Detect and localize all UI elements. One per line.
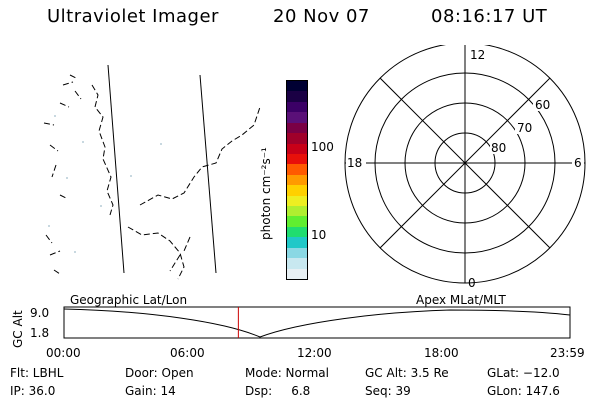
colorbar-tick-10: 10: [311, 228, 327, 242]
time-tick-2359: 23:59: [550, 346, 585, 360]
colorbar-swatch: [287, 226, 307, 238]
colorbar-swatch: [287, 91, 307, 102]
colorbar-swatch: [287, 268, 307, 280]
date-label: 20 Nov 07: [273, 6, 370, 27]
time-tick-0000: 00:00: [46, 346, 81, 360]
time-tick-1800: 18:00: [424, 346, 459, 360]
mlt-label-12: 12: [470, 48, 485, 62]
apex-panel-label: Apex MLat/MLT: [416, 293, 506, 307]
time-tick-1200: 12:00: [297, 346, 332, 360]
altitude-ylabel: GC Alt: [11, 310, 25, 348]
colorbar-swatch: [287, 174, 307, 186]
colorbar-swatch: [287, 164, 307, 175]
polar-diagonal-2: [379, 77, 551, 249]
geo-panel-label: Geographic Lat/Lon: [70, 293, 188, 307]
glat-info: GLat: −12.0: [487, 366, 560, 380]
time-tick-0600: 06:00: [170, 346, 205, 360]
geographic-image-panel: [43, 64, 261, 280]
mlt-label-6: 6: [574, 156, 582, 170]
ip-info: IP: 36.0: [10, 384, 56, 398]
gc-alt-info: GC Alt: 3.5 Re: [365, 366, 449, 380]
altitude-ytick-9: 9.0: [30, 306, 49, 320]
mlat-label-70: 70: [517, 121, 532, 135]
colorbar-swatch: [287, 81, 307, 92]
colorbar-unit-label: photon cm⁻²s⁻¹: [259, 147, 273, 240]
colorbar-swatch: [287, 237, 307, 248]
altitude-ytick-1.8: 1.8: [30, 326, 49, 340]
colorbar-swatch: [287, 101, 307, 113]
mlat-label-60: 60: [535, 98, 550, 112]
colorbar-swatch: [287, 258, 307, 269]
dsp-info: Dsp: 6.8: [245, 384, 311, 398]
colorbar-swatch: [287, 247, 307, 259]
mode-info: Mode: Normal: [245, 366, 329, 380]
polar-mlat-mlt-plot: 12 0 18 6 60 70 80: [344, 45, 586, 290]
noise-speckles: [48, 115, 162, 253]
seq-info: Seq: 39: [365, 384, 411, 398]
color-scale-bar: [286, 80, 308, 280]
glon-info: GLon: 147.6: [487, 384, 560, 398]
colorbar-tick-100: 100: [311, 140, 334, 154]
mlat-label-80: 80: [491, 141, 506, 155]
meridian-line-left: [107, 64, 125, 274]
colorbar-swatch: [287, 133, 307, 144]
coastline-outlines: [43, 74, 261, 280]
colorbar-swatch: [287, 206, 307, 217]
colorbar-swatch: [287, 153, 307, 165]
gain-info: Gain: 14: [125, 384, 176, 398]
app-title: Ultraviolet Imager: [47, 6, 219, 27]
colorbar-swatch: [287, 112, 307, 123]
time-label: 08:16:17 UT: [431, 6, 548, 27]
colorbar-swatch: [287, 216, 307, 227]
colorbar-swatch: [287, 185, 307, 196]
colorbar-swatch: [287, 122, 307, 134]
mlt-label-18: 18: [347, 156, 362, 170]
door-info: Door: Open: [125, 366, 194, 380]
filter-info: Flt: LBHL: [10, 366, 64, 380]
colorbar-swatch: [287, 143, 307, 154]
altitude-plot-frame: [63, 306, 571, 339]
meridian-line-right: [199, 74, 217, 274]
colorbar-swatch: [287, 195, 307, 207]
altitude-curve: [63, 308, 571, 338]
altitude-timeline-plot: GC Alt 9.0 1.8: [11, 306, 571, 348]
mlt-label-0: 0: [468, 276, 476, 290]
